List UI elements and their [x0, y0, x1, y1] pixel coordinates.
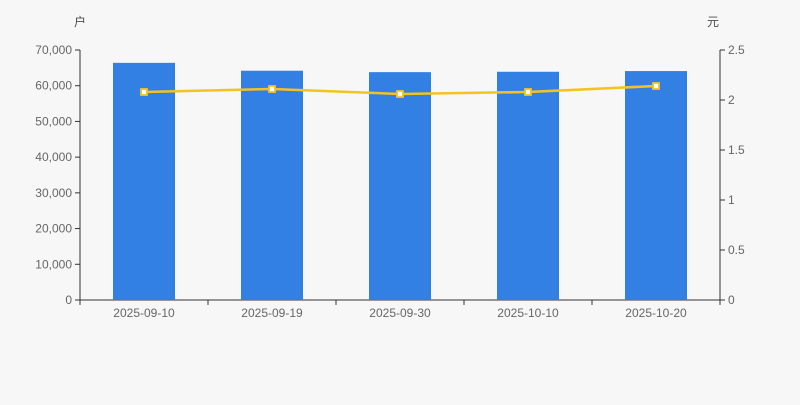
bar-2025-09-19[interactable]	[241, 70, 303, 300]
left-axis-tick-label: 20,000	[35, 222, 72, 236]
x-axis-label: 2025-09-19	[241, 306, 303, 320]
left-axis-tick-label: 10,000	[35, 257, 72, 271]
right-axis-tick-label: 0	[728, 293, 735, 307]
left-axis-tick-label: 50,000	[35, 114, 72, 128]
x-axis-label: 2025-09-10	[113, 306, 175, 320]
bar-2025-09-10[interactable]	[113, 62, 175, 300]
left-axis-tick-label: 40,000	[35, 150, 72, 164]
right-axis-tick-label: 1	[728, 193, 735, 207]
right-axis-tick-label: 2.5	[728, 43, 745, 57]
line-series	[140, 82, 660, 98]
bar-2025-10-20[interactable]	[625, 71, 687, 300]
left-axis-tick-label: 60,000	[35, 79, 72, 93]
line-point-2025-09-30[interactable]	[396, 90, 404, 98]
right-axis-unit-label: 元	[707, 15, 719, 29]
line-point-2025-10-10[interactable]	[524, 88, 532, 96]
bar-2025-09-30[interactable]	[369, 72, 431, 301]
line-point-2025-09-19[interactable]	[268, 85, 276, 93]
left-axis-tick-label: 30,000	[35, 186, 72, 200]
left-axis-tick-label: 0	[65, 293, 72, 307]
x-axis-label: 2025-10-20	[625, 306, 687, 320]
x-axis-label: 2025-09-30	[369, 306, 431, 320]
right-axis-tick-label: 2	[728, 93, 735, 107]
left-axis-unit-label: 户	[74, 14, 86, 29]
line-point-2025-09-10[interactable]	[140, 88, 148, 96]
axes-layer: 0 10,000 20,000 30,000 40,000 50,000 60,000 70,…	[35, 43, 745, 320]
bar-2025-10-10[interactable]	[497, 71, 559, 301]
left-axis-tick-label: 70,000	[35, 43, 72, 57]
x-axis-label: 2025-10-10	[497, 306, 559, 320]
right-axis-tick-label: 1.5	[728, 143, 745, 157]
line-point-2025-10-20[interactable]	[652, 82, 660, 90]
right-axis-tick-label: 0.5	[728, 243, 745, 257]
bar-series	[113, 62, 687, 301]
